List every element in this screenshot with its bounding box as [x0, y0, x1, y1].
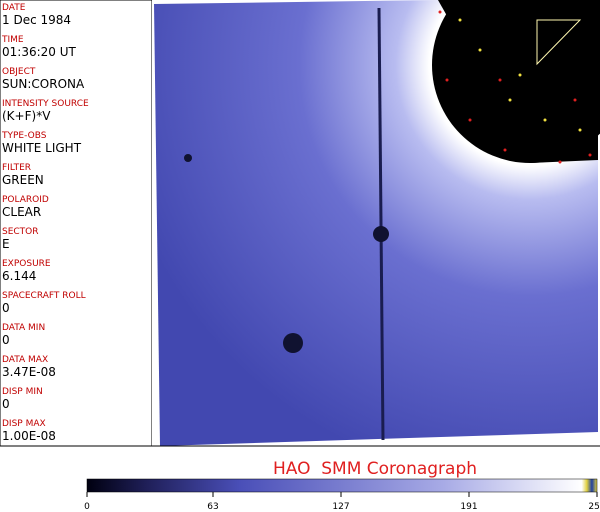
field-value: CLEAR	[2, 205, 41, 219]
colorbar	[86, 478, 598, 493]
field-label: POLAROID	[2, 195, 49, 205]
tick-label: 127	[332, 502, 349, 512]
field-value: GREEN	[2, 173, 44, 187]
field-label: INTENSITY SOURCE	[2, 99, 89, 109]
tick-label: 255	[588, 502, 600, 512]
grid-dots	[458, 18, 582, 132]
field-value: (K+F)*V	[2, 109, 51, 123]
field-label: SECTOR	[2, 227, 39, 237]
field-label: DISP MIN	[2, 387, 43, 397]
field-label: DATA MAX	[2, 355, 48, 365]
field-value: 0	[2, 333, 10, 347]
field-value: 0	[2, 397, 10, 411]
field-label: FILTER	[2, 163, 31, 173]
field-label: TYPE-OBS	[1, 131, 47, 141]
tick-label: 63	[207, 502, 218, 512]
colorbar-axis: 0 63 127 191 255	[84, 492, 600, 512]
tick-label: 191	[460, 502, 477, 512]
field-label: EXPOSURE	[2, 259, 51, 269]
spot	[373, 226, 389, 242]
field-label: DATE	[2, 3, 26, 13]
field-value: 3.47E-08	[2, 365, 56, 379]
field-value: 6.144	[2, 269, 36, 283]
field-value: 1.00E-08	[2, 429, 56, 443]
title: HAO SMM Coronagraph	[273, 459, 477, 479]
grid-dots	[438, 10, 592, 164]
info-panel	[0, 0, 153, 447]
field-label: SPACECRAFT ROLL	[2, 291, 86, 301]
field-value: E	[2, 237, 10, 251]
field-label: DATA MIN	[2, 323, 45, 333]
field-label: TIME	[1, 35, 24, 45]
field-value: SUN:CORONA	[2, 77, 85, 91]
marker	[536, 19, 582, 66]
spot	[184, 154, 192, 162]
field-label: OBJECT	[2, 67, 36, 77]
field-value: 1 Dec 1984	[2, 13, 71, 27]
field-value: WHITE LIGHT	[2, 141, 82, 155]
field-label: DISP MAX	[2, 419, 46, 429]
tick-label: 0	[84, 502, 90, 512]
field-value: 0	[2, 301, 10, 315]
field-value: 01:36:20 UT	[2, 45, 76, 59]
occulter	[438, 0, 598, 163]
spot	[283, 333, 303, 353]
pylon	[377, 7, 385, 441]
